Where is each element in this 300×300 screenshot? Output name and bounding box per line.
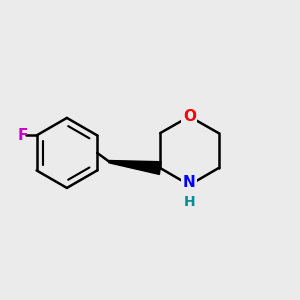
Text: N: N (183, 175, 196, 190)
Text: O: O (183, 109, 196, 124)
Text: H: H (184, 195, 195, 209)
Text: F: F (17, 128, 28, 143)
Polygon shape (109, 160, 161, 174)
